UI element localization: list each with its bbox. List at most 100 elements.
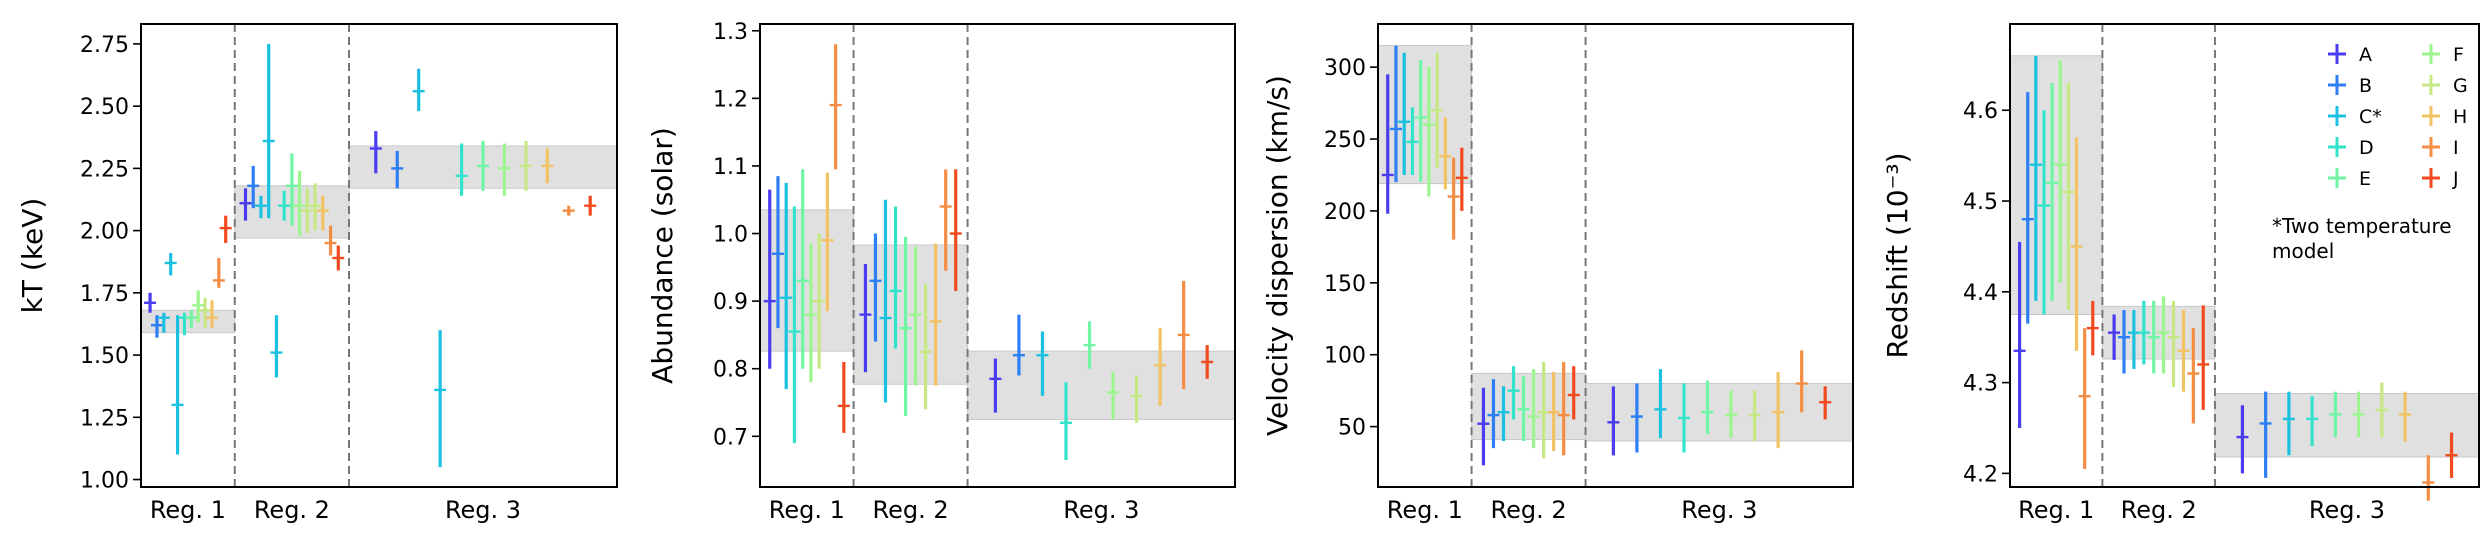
errorbar-d (2137, 300, 2150, 365)
errorbar-a (1477, 387, 1490, 466)
errorbar-a (369, 131, 382, 174)
y-tick-label: 1.25 (80, 406, 129, 431)
errorbar-h (1154, 328, 1167, 406)
errorbar-c (1036, 331, 1049, 396)
errorbar-h (541, 148, 554, 184)
errorbar-d (1677, 383, 1690, 453)
errorbar-f (1422, 67, 1435, 197)
errorbar-g (199, 297, 212, 328)
errorbar-e (2329, 391, 2342, 438)
errorbar-c (1497, 386, 1510, 441)
y-tick-label: 200 (1324, 200, 1366, 225)
errorbar-j (584, 195, 597, 216)
errorbar-g (1130, 375, 1143, 423)
errorbar-i (212, 257, 225, 288)
plot-frame (1377, 23, 1854, 488)
errorbar-c (1398, 52, 1411, 175)
errorbar-c (2282, 391, 2295, 456)
legend-entry-j: J (2422, 168, 2459, 190)
errorbar-b (869, 233, 882, 342)
legend-entry-f: F (2422, 44, 2464, 66)
errorbar-e (1083, 321, 1096, 369)
errorbar-h (2070, 137, 2083, 351)
band-reg-1 (2009, 55, 2103, 316)
errorbar-b (150, 315, 163, 338)
plot-frame (2009, 23, 2480, 488)
region-label: Reg. 2 (254, 496, 330, 524)
errorbar-i (562, 205, 575, 216)
errorbar-e (285, 153, 298, 226)
y-tick-label: 1.1 (713, 155, 748, 180)
errorbar-f (192, 290, 205, 323)
errorbar-g (2167, 300, 2180, 388)
errorbar-i (829, 44, 842, 170)
errorbar-b (1630, 383, 1643, 453)
errorbar-e (899, 236, 912, 417)
errorbar-g (301, 188, 314, 234)
errorbar-c (412, 68, 425, 112)
errorbar-h (821, 172, 834, 312)
errorbar-i (2187, 328, 2200, 424)
legend-label: A (2359, 44, 2372, 66)
errorbar-b (2118, 309, 2131, 374)
errorbar-b (1012, 314, 1025, 376)
y-tick-label: 300 (1324, 56, 1366, 81)
y-axis-label: Abundance (solar) (646, 127, 679, 384)
errorbar-a (2108, 314, 2121, 360)
region-label: Reg. 3 (1681, 496, 1757, 524)
y-tick-label: 4.2 (1963, 462, 1998, 487)
legend-label: D (2359, 137, 2374, 159)
errorbar-c (164, 253, 177, 276)
errorbar-b (391, 150, 404, 189)
errorbar-j (1201, 345, 1214, 379)
errorbar-e (2046, 83, 2059, 301)
errorbar-e (796, 169, 809, 369)
errorbar-d (889, 206, 902, 349)
errorbar-j (949, 169, 962, 291)
errorbar-f (293, 170, 306, 236)
errorbar-d (2306, 396, 2319, 447)
panel-3: 50 100 150 200 250 300 Reg. 1 Reg. 2 Reg. 3 Veloc… (1261, 23, 1854, 524)
region-label: Reg. 1 (1387, 496, 1463, 524)
errorbar-f (2352, 391, 2365, 438)
errorbar-j (1455, 147, 1468, 211)
band-reg-3 (967, 350, 1236, 420)
legend-note: *Two temperature (2272, 214, 2452, 238)
errorbar-e (477, 140, 490, 191)
errorbar-g (919, 284, 932, 410)
y-tick-label: 2.50 (80, 95, 129, 120)
legend-entry-e: E (2328, 168, 2371, 190)
region-label: Reg. 2 (1491, 496, 1567, 524)
errorbar-c (270, 315, 283, 378)
legend-label: C* (2359, 106, 2382, 128)
errorbar-i (1177, 280, 1190, 389)
errorbar-d (278, 190, 291, 221)
y-tick-label: 4.3 (1963, 372, 1998, 397)
y-tick-label: 1.2 (713, 87, 748, 112)
errorbar-g (2375, 382, 2388, 438)
y-tick-label: 4.4 (1963, 281, 1998, 306)
errorbar-b (247, 165, 260, 209)
errorbar-d (1406, 107, 1419, 175)
legend-label: G (2453, 75, 2468, 97)
errorbar-e (1701, 380, 1714, 434)
y-tick-label: 1.3 (713, 20, 748, 45)
plot-frame (759, 23, 1236, 488)
legend-label: H (2453, 106, 2467, 128)
errorbar-e (1414, 59, 1427, 183)
errorbar-a (2013, 241, 2026, 428)
region-label: Reg. 1 (2018, 496, 2094, 524)
errorbar-a (763, 189, 776, 369)
errorbar-g (1748, 390, 1761, 441)
region-label: Reg. 3 (1063, 496, 1139, 524)
band-reg-1 (140, 309, 236, 334)
errorbar-i (939, 169, 952, 271)
legend-entry-h: H (2422, 106, 2467, 128)
errorbar-c (171, 315, 184, 455)
errorbar-g (519, 140, 532, 191)
legend-label: J (2452, 168, 2459, 190)
errorbar-e (2147, 300, 2160, 374)
errorbar-a (239, 188, 252, 221)
errorbar-c (262, 43, 275, 219)
